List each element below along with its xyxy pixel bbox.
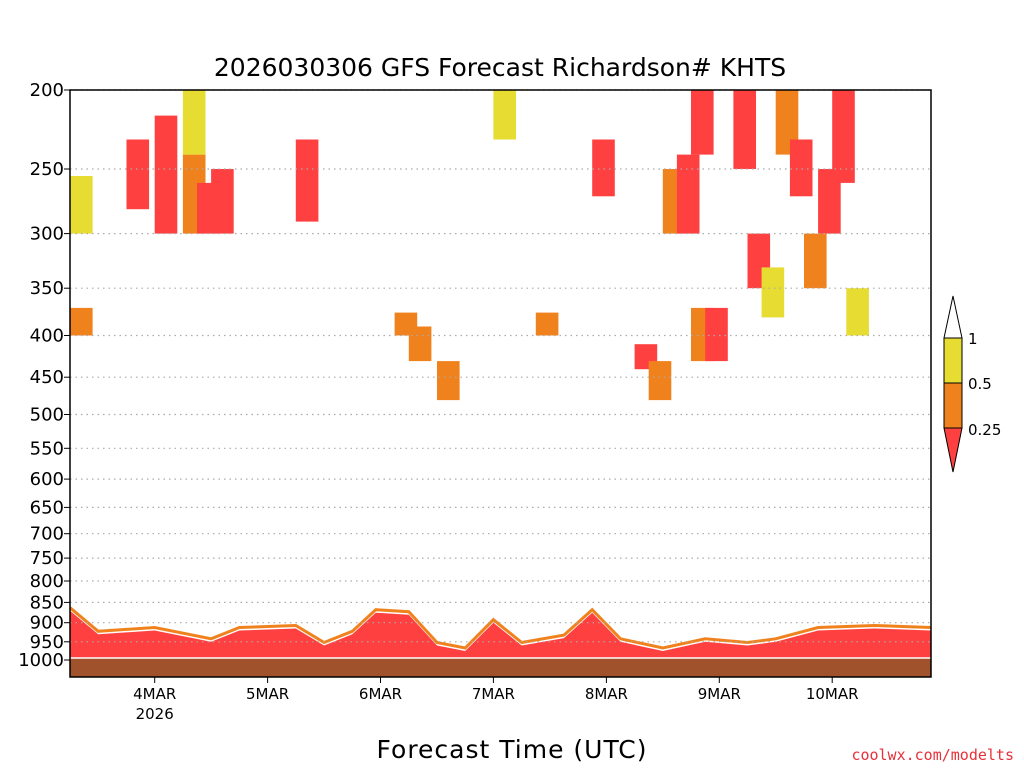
y-tick-label: 350 [30,278,64,299]
heatmap-cell [493,90,516,140]
chart-title: 2026030306 GFS Forecast Richardson# KHTS [214,53,786,82]
plot-frame [69,89,932,678]
y-tick-label: 800 [30,571,64,592]
pressure-gridlines [70,89,931,661]
heatmap-cell [182,90,206,155]
x-tick-sublabel: 2026 [136,705,174,723]
colorbar-label-0-5: 0.5 [968,375,992,393]
y-tick-label: 900 [30,613,64,634]
heatmap-cell [789,139,813,197]
y-tick-label: 950 [30,632,64,653]
y-tick-label: 400 [30,326,64,347]
y-tick-label: 200 [30,80,64,101]
x-tick-label: 4MAR [133,685,176,703]
colorbar-bottom-arrow [943,427,963,473]
heatmap-cell [437,361,460,401]
heatmap-cell [592,139,615,197]
heatmap-cell [154,115,178,234]
heatmap-cell [804,233,827,289]
y-tick-label: 250 [30,159,64,180]
x-tick-label: 10MAR [806,685,859,703]
heatmap-cell [648,361,672,401]
heatmap-cell [705,307,728,362]
y-tick-label: 500 [30,405,64,426]
x-axis-label: Forecast Time (UTC) [377,735,648,764]
heatmap-cell [70,307,93,336]
boundary-layer-region [70,610,931,660]
colorbar-label-0-25: 0.25 [968,421,1001,439]
heatmap-cell [408,326,432,362]
colorbar-label-1: 1 [968,330,978,348]
x-tick-label: 8MAR [585,685,628,703]
heatmap-cells [69,90,932,660]
heatmap-cell [535,312,559,336]
x-axis-ticks: 4MAR 2026 5MAR 6MAR 7MAR 8MAR 9MAR 10MAR [133,677,859,723]
ground-fill [70,658,931,677]
heatmap-cell [733,90,756,169]
heatmap-cell [295,139,319,222]
y-tick-label: 450 [30,367,64,388]
colorbar-bin-yellow [943,337,963,384]
credit-link[interactable]: coolwx.com/modelts [851,746,1014,764]
y-tick-label: 600 [30,469,64,490]
y-tick-label: 550 [30,438,64,459]
y-tick-label: 300 [30,224,64,245]
colorbar: 1 0.5 0.25 [943,295,1001,473]
x-tick-label: 6MAR [359,685,402,703]
y-tick-label: 700 [30,524,64,545]
y-tick-label: 750 [30,548,64,569]
heatmap-cell [775,90,799,155]
y-tick-label: 1000 [18,650,64,671]
y-tick-label: 650 [30,497,64,518]
x-tick-label: 7MAR [472,685,515,703]
x-tick-label: 9MAR [698,685,741,703]
x-tick-label: 5MAR [246,685,289,703]
heatmap-cell [818,169,841,234]
heatmap-cell [761,267,785,318]
y-tick-label: 850 [30,592,64,613]
ground-layer [70,657,931,677]
y-axis-ticks: 200 250 300 350 400 450 500 550 600 650 700 7508008… [18,80,70,671]
heatmap-cell [846,288,869,336]
heatmap-cell [676,154,700,234]
colorbar-bin-orange [943,382,963,429]
heatmap-cell [70,176,93,234]
heatmap-cell [832,90,855,183]
heatmap-cell [211,169,234,234]
heatmap-cell [691,90,714,155]
heatmap-cell [126,139,150,210]
